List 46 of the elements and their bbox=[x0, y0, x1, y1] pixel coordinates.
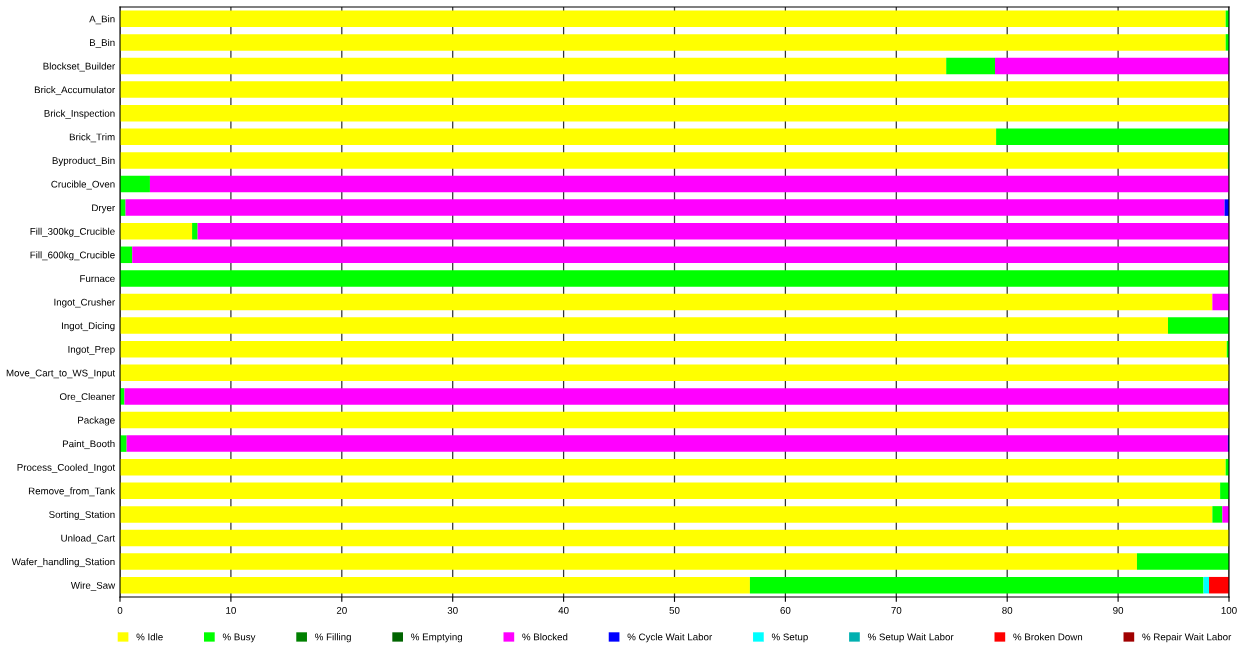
x-tick-label: 60 bbox=[780, 606, 791, 614]
legend-label: % Repair Wait Labor bbox=[1142, 633, 1232, 643]
y-tick-label: Blockset_Builder bbox=[43, 62, 115, 72]
y-tick-label: Dryer bbox=[92, 204, 115, 214]
y-tick-label: Brick_Trim bbox=[69, 133, 115, 143]
y-tick-label: Ingot_Crusher bbox=[54, 298, 115, 308]
x-tick-label: 40 bbox=[558, 606, 569, 614]
y-tick-label: Paint_Booth bbox=[62, 440, 115, 450]
y-tick-label: Ore_Cleaner bbox=[59, 392, 115, 402]
x-tick-label: 50 bbox=[669, 606, 680, 614]
y-tick-label: A_Bin bbox=[89, 15, 115, 25]
y-tick-label: Fill_600kg_Crucible bbox=[30, 251, 115, 261]
y-tick-label: Fill_300kg_Crucible bbox=[30, 227, 115, 237]
legend-label: % Setup Wait Labor bbox=[867, 633, 954, 643]
y-tick-label: Brick_Inspection bbox=[44, 109, 115, 119]
legend-label: % Emptying bbox=[411, 633, 463, 643]
x-tick-label: 20 bbox=[336, 606, 347, 614]
legend-label: % Busy bbox=[222, 633, 256, 643]
y-tick-label: Package bbox=[78, 416, 115, 426]
x-tick-label: 30 bbox=[447, 606, 458, 614]
y-tick-label: Ingot_Prep bbox=[68, 346, 115, 355]
y-tick-label: Ingot_Dicing bbox=[61, 322, 115, 332]
y-tick-label: Unload_Cart bbox=[61, 534, 116, 544]
y-tick-label: Wafer_handling_Station bbox=[11, 558, 115, 568]
y-tick-label: Sorting_Station bbox=[49, 510, 115, 520]
y-tick-label: Move_Cart_to_WS_Input bbox=[6, 369, 116, 379]
x-tick-label: 90 bbox=[1113, 606, 1124, 614]
legend-label: % Broken Down bbox=[1013, 633, 1083, 641]
x-tick-label: 10 bbox=[226, 606, 236, 614]
x-tick-label: 100 bbox=[1221, 606, 1237, 614]
y-tick-label: Brick_Accumulator bbox=[34, 86, 115, 96]
y-tick-label: Process_Cooled_Ingot bbox=[17, 463, 116, 473]
legend-label: % Idle bbox=[136, 633, 163, 641]
legend-label: % Filling bbox=[315, 633, 351, 643]
legend-label: % Blocked bbox=[522, 633, 568, 641]
x-tick-label: 70 bbox=[891, 606, 902, 614]
y-tick-label: Wire_Saw bbox=[70, 581, 116, 591]
y-tick-label: Crucible_Oven bbox=[51, 180, 115, 190]
y-tick-label: Byproduct_Bin bbox=[52, 156, 115, 166]
legend-label: % Cycle Wait Labor bbox=[627, 633, 713, 643]
x-tick-label: 0 bbox=[117, 606, 123, 614]
legend-label: % Setup bbox=[771, 633, 808, 643]
y-tick-label: Furnace bbox=[80, 275, 115, 283]
y-tick-label: B_Bin bbox=[89, 38, 115, 48]
y-tick-label: Remove_from_Tank bbox=[28, 487, 116, 497]
x-tick-label: 80 bbox=[1002, 606, 1013, 614]
